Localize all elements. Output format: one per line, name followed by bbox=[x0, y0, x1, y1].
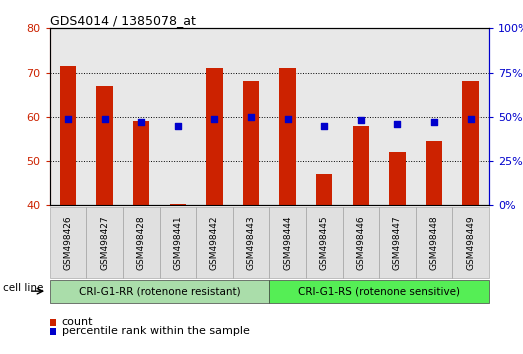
Text: GDS4014 / 1385078_at: GDS4014 / 1385078_at bbox=[50, 14, 196, 27]
Bar bbox=[243, 81, 259, 205]
Point bbox=[247, 114, 255, 120]
Bar bbox=[462, 81, 479, 205]
Bar bbox=[269, 28, 306, 205]
Bar bbox=[50, 28, 86, 205]
Bar bbox=[343, 28, 379, 205]
Point bbox=[430, 119, 438, 125]
Text: cell line: cell line bbox=[3, 282, 43, 293]
Bar bbox=[96, 86, 113, 205]
Bar bbox=[389, 152, 406, 205]
Bar bbox=[233, 28, 269, 205]
Text: percentile rank within the sample: percentile rank within the sample bbox=[62, 326, 249, 336]
Bar bbox=[452, 28, 489, 205]
Text: GSM498449: GSM498449 bbox=[466, 215, 475, 270]
Point bbox=[467, 116, 475, 121]
Text: GSM498446: GSM498446 bbox=[356, 215, 366, 270]
Bar bbox=[160, 28, 196, 205]
Text: GSM498444: GSM498444 bbox=[283, 215, 292, 270]
Bar bbox=[123, 28, 160, 205]
Bar bbox=[169, 204, 186, 205]
Bar bbox=[316, 175, 333, 205]
Point bbox=[137, 119, 145, 125]
Point bbox=[210, 116, 219, 121]
Text: GSM498448: GSM498448 bbox=[429, 215, 439, 270]
Point bbox=[174, 123, 182, 129]
Text: GSM498442: GSM498442 bbox=[210, 215, 219, 270]
Point bbox=[393, 121, 402, 127]
Bar bbox=[379, 28, 416, 205]
Text: GSM498427: GSM498427 bbox=[100, 215, 109, 270]
Text: GSM498445: GSM498445 bbox=[320, 215, 329, 270]
Point bbox=[100, 116, 109, 121]
Point bbox=[357, 118, 365, 123]
Point bbox=[320, 123, 328, 129]
Point bbox=[283, 116, 292, 121]
Point bbox=[64, 116, 72, 121]
Bar bbox=[353, 126, 369, 205]
Bar bbox=[86, 28, 123, 205]
Text: GSM498428: GSM498428 bbox=[137, 215, 146, 270]
Bar bbox=[196, 28, 233, 205]
Bar bbox=[133, 121, 150, 205]
Bar bbox=[416, 28, 452, 205]
Bar bbox=[60, 66, 76, 205]
Bar bbox=[306, 28, 343, 205]
Text: count: count bbox=[62, 318, 93, 327]
Text: CRI-G1-RS (rotenone sensitive): CRI-G1-RS (rotenone sensitive) bbox=[298, 286, 460, 296]
Bar bbox=[206, 68, 223, 205]
Text: GSM498426: GSM498426 bbox=[63, 215, 73, 270]
Text: CRI-G1-RR (rotenone resistant): CRI-G1-RR (rotenone resistant) bbox=[78, 286, 241, 296]
Bar bbox=[426, 141, 442, 205]
Text: GSM498443: GSM498443 bbox=[246, 215, 256, 270]
Bar bbox=[279, 68, 296, 205]
Text: GSM498447: GSM498447 bbox=[393, 215, 402, 270]
Text: GSM498441: GSM498441 bbox=[173, 215, 183, 270]
